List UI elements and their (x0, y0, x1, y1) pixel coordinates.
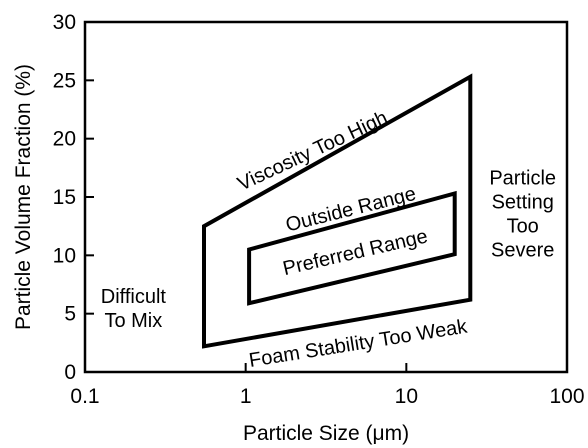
x-axis-label: Particle Size (μm) (243, 422, 409, 445)
y-axis-label: Particle Volume Fraction (%) (12, 64, 35, 330)
y-tick-label: 15 (53, 186, 76, 209)
y-tick-label: 0 (64, 361, 76, 384)
x-tick-label: 10 (395, 385, 418, 408)
y-tick-label: 10 (53, 244, 76, 267)
annotation-line: Difficult (101, 286, 167, 308)
y-tick-label: 25 (53, 69, 76, 92)
annotation-line: Too (507, 215, 539, 237)
annotation-setting: Particle Setting Too Severe (489, 167, 556, 261)
annotation-viscosity: Viscosity Too High (234, 107, 391, 196)
annotation-line: Foam Stability Too Weak (248, 316, 470, 372)
boundary-preferred-range (247, 190, 457, 306)
y-tick-label: 5 (64, 303, 76, 326)
x-tick-label: 100 (549, 385, 584, 408)
region-boundaries (202, 73, 473, 349)
axis-ticks: 0.1 1 10 100 0 5 10 15 20 25 30 (53, 11, 585, 408)
x-tick-label: 0.1 (70, 385, 99, 408)
y-tick-label: 20 (53, 128, 76, 151)
annotation-line: Particle (489, 167, 556, 189)
annotation-line: Severe (491, 239, 554, 261)
boundary-outside-range (202, 73, 473, 349)
annotation-difficult: Difficult To Mix (101, 286, 167, 332)
annotation-line: Viscosity Too High (234, 107, 391, 196)
x-tick-label: 1 (240, 385, 252, 408)
annotation-line: Setting (492, 191, 554, 213)
annotation-line: To Mix (104, 310, 162, 332)
y-tick-label: 30 (53, 11, 76, 34)
annotation-foam: Foam Stability Too Weak (248, 316, 470, 372)
